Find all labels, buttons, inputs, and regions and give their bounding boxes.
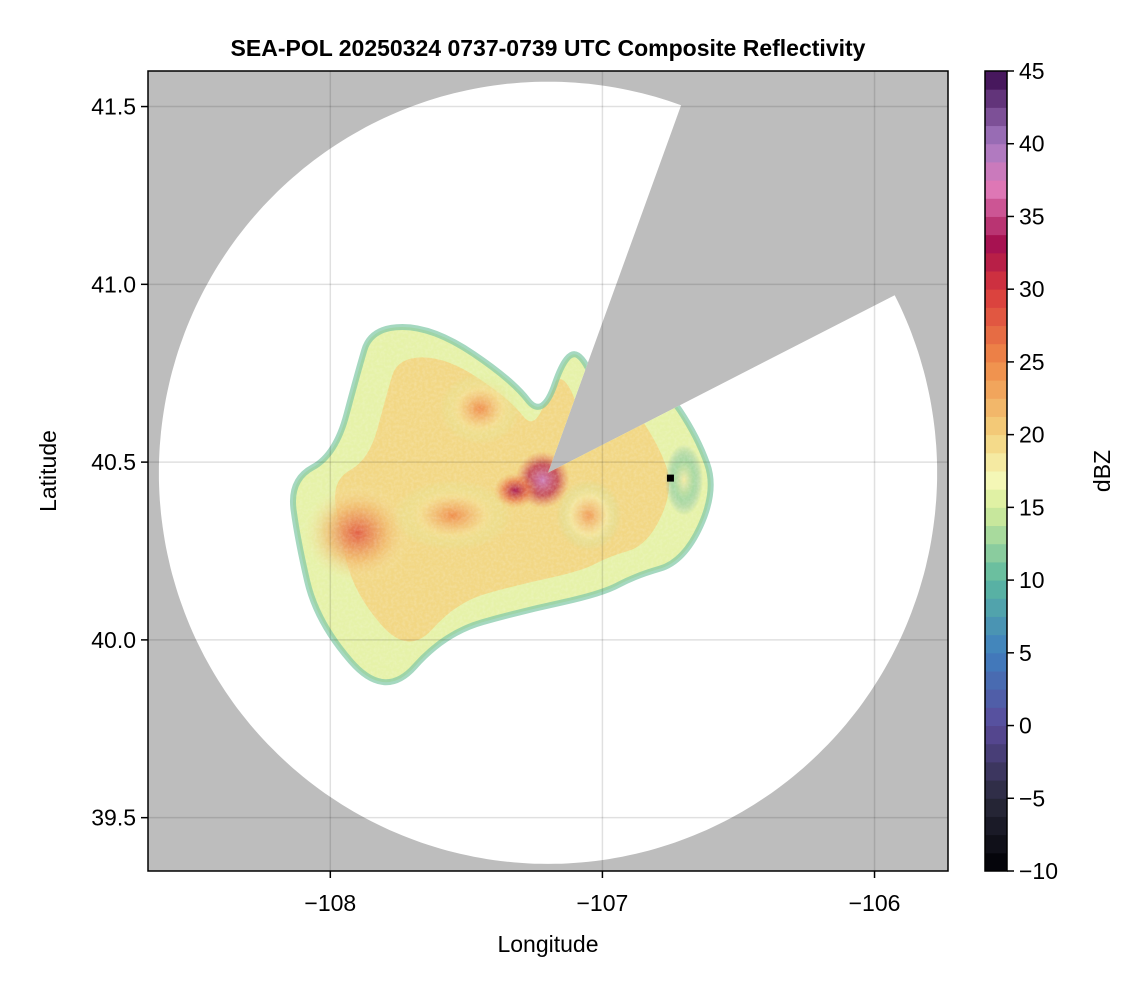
colorbar-band bbox=[985, 452, 1007, 472]
colorbar-band bbox=[985, 689, 1007, 708]
colorbar-label: dBZ bbox=[1089, 450, 1115, 492]
colorbar-tick-label: 40 bbox=[1019, 131, 1045, 157]
colorbar-band bbox=[985, 180, 1007, 199]
colorbar-band bbox=[985, 598, 1007, 617]
colorbar-band bbox=[985, 307, 1007, 327]
colorbar-tick-label: 0 bbox=[1019, 713, 1032, 739]
plot-frame bbox=[147, 70, 949, 872]
colorbar-band bbox=[985, 198, 1007, 217]
x-tick-label: −106 bbox=[849, 890, 901, 916]
colorbar-band bbox=[985, 471, 1007, 490]
colorbar-tick-label: 15 bbox=[1019, 494, 1045, 520]
colorbar-band bbox=[985, 271, 1007, 290]
colorbar-band bbox=[985, 561, 1007, 581]
colorbar-tick-label: −5 bbox=[1019, 785, 1045, 811]
colorbar-tick-label: −10 bbox=[1019, 858, 1058, 884]
colorbar-band bbox=[985, 252, 1007, 272]
colorbar-tick-label: 20 bbox=[1019, 422, 1045, 448]
colorbar-tick-label: 45 bbox=[1019, 58, 1045, 84]
colorbar-band bbox=[985, 652, 1007, 672]
colorbar-band bbox=[985, 507, 1007, 527]
colorbar-tick-label: 10 bbox=[1019, 567, 1045, 593]
colorbar-band bbox=[985, 525, 1007, 545]
colorbar-band bbox=[985, 580, 1007, 599]
colorbar-band bbox=[985, 234, 1007, 254]
y-tick-label: 40.5 bbox=[91, 449, 136, 475]
y-axis: 39.5 40.0 40.5 41.0 41.5 bbox=[91, 94, 148, 831]
colorbar-band bbox=[985, 161, 1007, 181]
colorbar-tick-label: 5 bbox=[1019, 640, 1032, 666]
colorbar-band bbox=[985, 361, 1007, 381]
colorbar-band bbox=[985, 816, 1007, 836]
x-tick-label: −107 bbox=[577, 890, 629, 916]
colorbar-band bbox=[985, 707, 1007, 727]
colorbar-band bbox=[985, 416, 1007, 436]
colorbar-band bbox=[985, 143, 1007, 163]
colorbar-band bbox=[985, 380, 1007, 399]
y-axis-label: Latitude bbox=[35, 430, 61, 512]
colorbar-band bbox=[985, 780, 1007, 799]
x-tick-label: −108 bbox=[304, 890, 356, 916]
colorbar-band bbox=[985, 798, 1007, 817]
colorbar-band bbox=[985, 834, 1007, 854]
colorbar-band bbox=[985, 71, 1007, 90]
grid-lines bbox=[148, 71, 948, 871]
colorbar-tick-label: 35 bbox=[1019, 203, 1045, 229]
colorbar-band bbox=[985, 434, 1007, 454]
echo-edge bbox=[290, 323, 714, 686]
y-tick-label: 41.5 bbox=[91, 94, 136, 120]
chart-title: SEA-POL 20250324 0737-0739 UTC Composite… bbox=[231, 35, 866, 61]
colorbar-band bbox=[985, 543, 1007, 563]
colorbar-band bbox=[985, 671, 1007, 690]
colorbar-frame bbox=[984, 70, 1008, 872]
x-axis-label: Longitude bbox=[497, 931, 598, 957]
colorbar-band bbox=[985, 125, 1007, 145]
colorbar-band bbox=[985, 852, 1007, 872]
colorbar-band bbox=[985, 761, 1007, 781]
colorbar-band bbox=[985, 743, 1007, 763]
y-tick-label: 40.0 bbox=[91, 627, 136, 653]
colorbar-band bbox=[985, 289, 1007, 308]
colorbar-tick-label: 25 bbox=[1019, 349, 1045, 375]
colorbar-band bbox=[985, 343, 1007, 363]
colorbar-band bbox=[985, 89, 1007, 108]
y-tick-label: 41.0 bbox=[91, 271, 136, 297]
x-axis: −108 −107 −106 bbox=[304, 871, 900, 916]
colorbar-band bbox=[985, 634, 1007, 654]
colorbar-band bbox=[985, 325, 1007, 345]
y-tick-label: 39.5 bbox=[91, 805, 136, 831]
colorbar-band bbox=[985, 725, 1007, 745]
colorbar-band bbox=[985, 616, 1007, 636]
colorbar-band bbox=[985, 107, 1007, 127]
colorbar-band bbox=[985, 489, 1007, 508]
colorbar-band bbox=[985, 398, 1007, 417]
colorbar-tick-label: 30 bbox=[1019, 276, 1045, 302]
radar-site-marker bbox=[666, 474, 674, 482]
colorbar-band bbox=[985, 216, 1007, 236]
colorbar: −10 −5 0 5 10 15 20 25 30 35 40 45 dBZ bbox=[984, 58, 1115, 884]
plot-area bbox=[148, 71, 948, 871]
